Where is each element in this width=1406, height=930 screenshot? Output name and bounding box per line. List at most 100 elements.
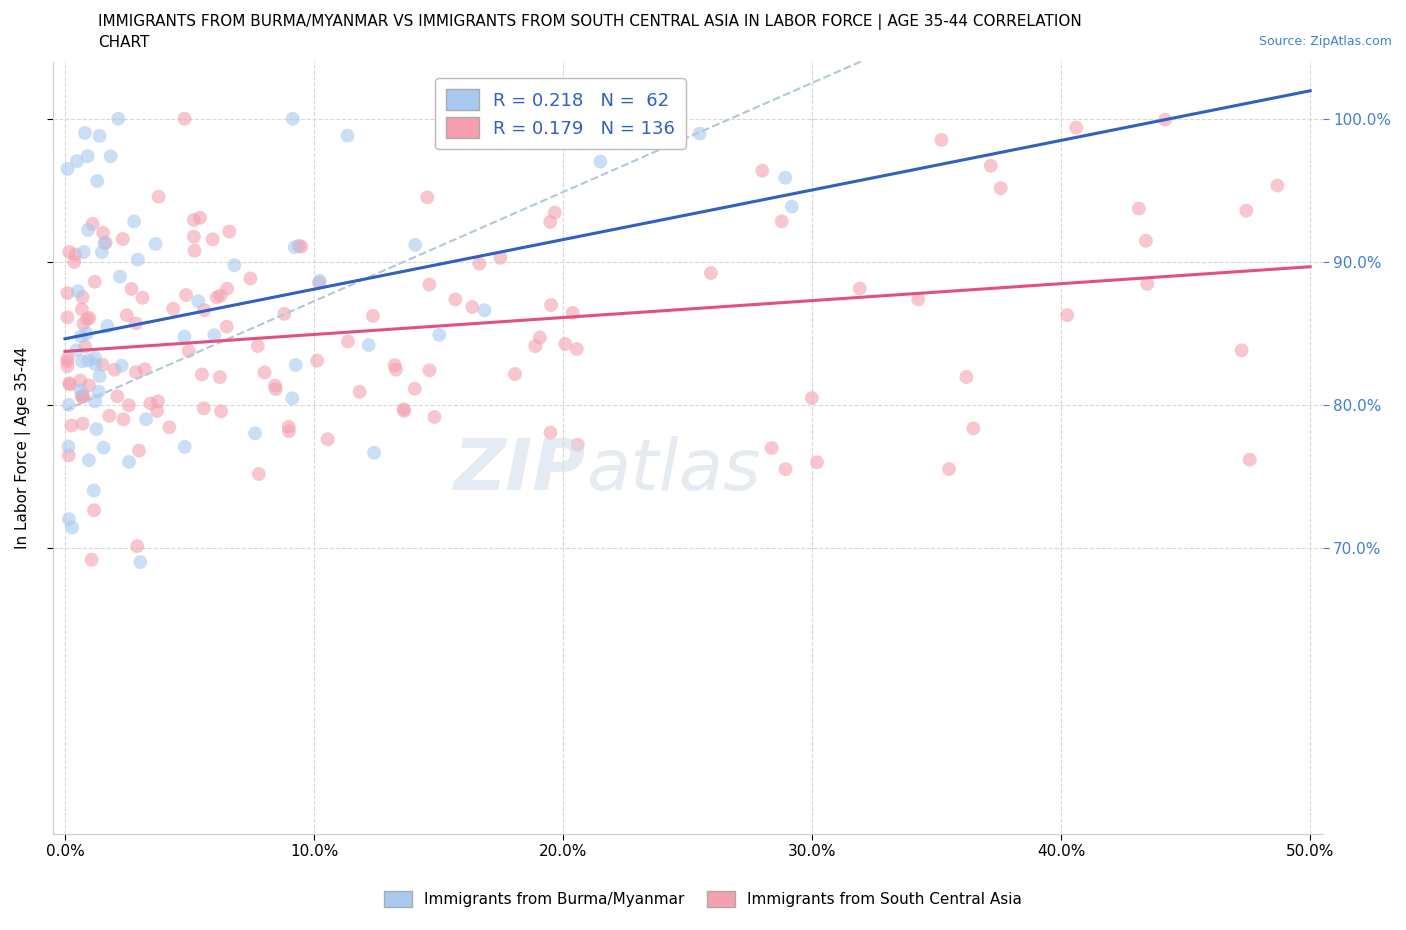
Point (357, 338, 380, 352)
Point (90, 245, 112, 259)
Point (125, 316, 148, 331)
Point (349, 384, 371, 399)
Point (84, 357, 107, 372)
Point (75, 339, 97, 354)
Point (157, 419, 180, 434)
Point (1136, 276, 1159, 291)
Point (162, 301, 184, 316)
Point (264, 381, 287, 396)
Point (127, 252, 149, 267)
Y-axis label: In Labor Force | Age 35-44: In Labor Force | Age 35-44 (15, 347, 31, 549)
Point (316, 432, 339, 446)
Point (800, 391, 823, 405)
Point (243, 426, 266, 441)
Point (77, 378, 100, 392)
Point (281, 391, 304, 405)
Point (489, 250, 512, 265)
Point (131, 290, 153, 305)
Point (76, 326, 98, 341)
Point (1056, 308, 1078, 323)
Point (290, 239, 312, 254)
Legend: R = 0.218   N =  62, R = 0.179   N = 136: R = 0.218 N = 62, R = 0.179 N = 136 (436, 78, 686, 149)
Point (384, 358, 406, 373)
Point (336, 334, 359, 349)
Point (58, 245, 80, 259)
Point (72, 316, 94, 331)
Point (65, 343, 87, 358)
Point (461, 299, 484, 314)
Point (77, 222, 100, 237)
Point (540, 425, 562, 440)
Point (770, 214, 793, 229)
Point (308, 275, 330, 290)
Point (427, 327, 450, 342)
Point (107, 112, 129, 126)
Point (70, 389, 93, 404)
Point (93, 235, 115, 250)
Point (187, 294, 209, 309)
Point (474, 303, 496, 318)
Point (70, 353, 93, 368)
Point (503, 366, 526, 381)
Point (589, 154, 612, 169)
Point (700, 266, 723, 281)
Point (278, 424, 301, 439)
Point (111, 232, 134, 246)
Point (105, 389, 128, 404)
Point (76, 149, 98, 164)
Point (77, 353, 100, 368)
Point (209, 404, 232, 418)
Point (990, 180, 1012, 195)
Point (129, 554, 152, 569)
Point (761, 441, 783, 456)
Point (284, 357, 307, 372)
Point (247, 467, 270, 482)
Point (60, 520, 83, 535)
Point (135, 412, 157, 427)
Text: Source: ZipAtlas.com: Source: ZipAtlas.com (1258, 35, 1392, 48)
Point (77, 453, 100, 468)
Point (215, 319, 238, 334)
Point (66, 153, 89, 168)
Point (246, 339, 269, 353)
Point (79, 311, 101, 325)
Point (224, 258, 246, 272)
Point (336, 128, 359, 143)
Point (281, 112, 304, 126)
Point (66, 284, 89, 299)
Point (217, 281, 239, 296)
Point (96, 319, 118, 334)
Point (121, 282, 143, 297)
Point (308, 273, 330, 288)
Point (1239, 452, 1261, 467)
Point (218, 224, 240, 239)
Point (72, 416, 94, 431)
Point (84, 351, 107, 365)
Point (540, 298, 562, 312)
Point (938, 461, 960, 476)
Point (72, 390, 94, 405)
Point (173, 112, 195, 126)
Point (529, 330, 551, 345)
Point (69, 383, 91, 398)
Point (1064, 120, 1087, 135)
Point (208, 370, 231, 385)
Point (72, 290, 94, 305)
Point (89, 368, 111, 383)
Point (146, 404, 169, 418)
Point (73, 126, 96, 140)
Point (72, 388, 94, 403)
Point (962, 421, 984, 436)
Text: IMMIGRANTS FROM BURMA/MYANMAR VS IMMIGRANTS FROM SOUTH CENTRAL ASIA IN LABOR FOR: IMMIGRANTS FROM BURMA/MYANMAR VS IMMIGRA… (98, 14, 1083, 30)
Point (177, 343, 200, 358)
Point (980, 158, 1002, 173)
Point (288, 238, 311, 253)
Point (392, 404, 415, 418)
Point (1154, 113, 1177, 127)
Point (118, 455, 141, 470)
Point (82, 217, 104, 232)
Point (110, 358, 132, 373)
Point (108, 269, 131, 284)
Point (173, 329, 195, 344)
Point (567, 437, 589, 452)
